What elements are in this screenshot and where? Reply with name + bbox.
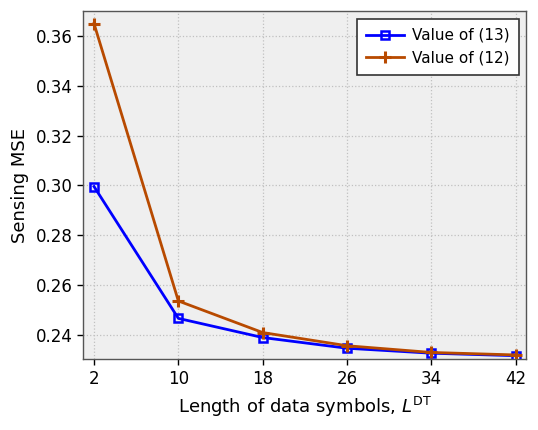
Value of (12)	[91, 21, 97, 26]
Line: Value of (12): Value of (12)	[88, 17, 522, 361]
Value of (12)	[344, 343, 350, 348]
Value of (12)	[259, 330, 266, 335]
Value of (13)	[513, 353, 519, 358]
Value of (13)	[91, 184, 97, 189]
Value of (13)	[175, 316, 182, 321]
Value of (13)	[259, 335, 266, 340]
Line: Value of (13): Value of (13)	[90, 182, 520, 360]
Value of (13)	[344, 346, 350, 351]
Legend: Value of (13), Value of (12): Value of (13), Value of (12)	[357, 19, 519, 75]
Y-axis label: Sensing MSE: Sensing MSE	[11, 128, 29, 243]
Value of (12)	[513, 352, 519, 357]
Value of (13)	[428, 350, 435, 356]
Value of (12)	[175, 298, 182, 304]
X-axis label: Length of data symbols, $L^{\mathrm{DT}}$: Length of data symbols, $L^{\mathrm{DT}}…	[178, 395, 432, 419]
Value of (12)	[428, 350, 435, 355]
